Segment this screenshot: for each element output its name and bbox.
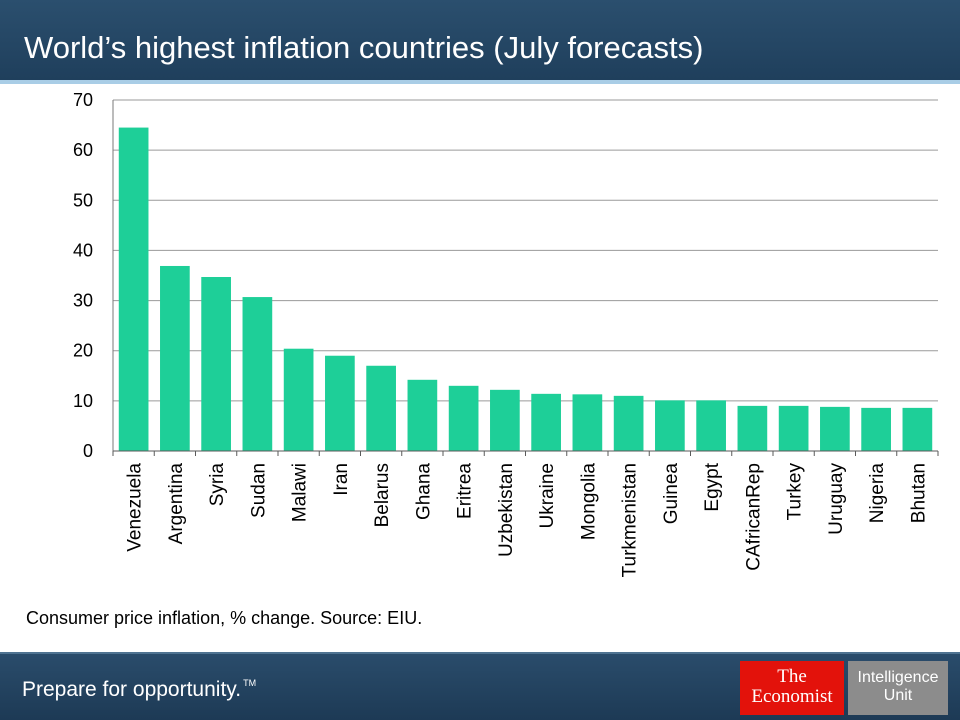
y-tick-label: 40 (73, 240, 93, 260)
chart-caption: Consumer price inflation, % change. Sour… (26, 608, 423, 628)
header-divider (0, 80, 960, 84)
y-tick-label: 30 (73, 291, 93, 311)
header-banner: World’s highest inflation countries (Jul… (0, 0, 960, 80)
x-category-label: Ghana (413, 463, 434, 520)
x-category-label: Argentina (166, 463, 187, 545)
x-category-label: Venezuela (125, 463, 146, 552)
bar (407, 379, 438, 451)
x-category-label: Bhutan (908, 463, 929, 523)
unit-logo-line-1: Intelligence (857, 669, 939, 686)
x-category-label: CAfricanRep (743, 463, 764, 571)
bar (655, 400, 685, 451)
bar (160, 265, 190, 451)
bar (325, 355, 355, 451)
x-category-label: Malawi (290, 463, 311, 522)
bar (778, 405, 809, 451)
x-category-label: Uruguay (826, 463, 847, 535)
footer-tagline: Prepare for opportunity. TM (22, 678, 256, 702)
bar (861, 407, 891, 451)
y-tick-label: 0 (83, 441, 93, 461)
y-tick-label: 10 (73, 391, 93, 411)
x-category-label: Syria (207, 463, 228, 507)
footer-banner: Prepare for opportunity. TM The Economist… (0, 652, 960, 720)
y-tick-label: 50 (73, 190, 93, 210)
bar (572, 394, 603, 451)
x-category-label: Uzbekistan (496, 463, 517, 557)
economist-logo-line-1: The (777, 666, 807, 687)
x-category-label: Belarus (372, 463, 393, 527)
bar (531, 393, 561, 451)
y-tick-label: 20 (73, 341, 93, 361)
bar (448, 385, 479, 451)
tagline-text: Prepare for opportunity. (22, 678, 242, 701)
unit-logo-line-2: Unit (883, 687, 913, 705)
trademark-mark: TM (243, 678, 257, 688)
intelligence-unit-logo: Intelligence Unit (848, 661, 948, 715)
bar (201, 277, 231, 451)
bar (613, 395, 644, 451)
economist-logo: The Economist (740, 661, 844, 715)
x-category-label: Turkey (785, 463, 806, 521)
bar (902, 407, 933, 451)
bar-chart: 0 10 20 30 40 50 60 70 Venezuela Argentina Syria Su… (73, 90, 939, 577)
bar (118, 127, 149, 452)
x-category-label: Ukraine (537, 463, 558, 528)
bar (737, 405, 768, 451)
bar (366, 365, 396, 451)
bar (242, 297, 273, 451)
bar (490, 389, 520, 451)
economist-logo-line-2: Economist (751, 685, 833, 707)
x-category-label: Turkmenistan (620, 463, 641, 577)
x-category-label: Eritrea (455, 463, 476, 519)
x-category-label: Nigeria (867, 463, 888, 524)
bar (696, 400, 726, 451)
y-tick-label: 60 (73, 140, 93, 160)
x-category-label: Mongolia (578, 463, 599, 541)
x-category-label: Guinea (661, 463, 682, 525)
x-category-label: Iran (331, 463, 352, 496)
x-category-label: Sudan (248, 463, 269, 518)
bar (283, 348, 314, 451)
y-tick-label: 70 (73, 90, 93, 110)
x-category-label: Egypt (702, 462, 723, 511)
bar (820, 406, 850, 451)
page-title: World’s highest inflation countries (Jul… (24, 30, 704, 65)
